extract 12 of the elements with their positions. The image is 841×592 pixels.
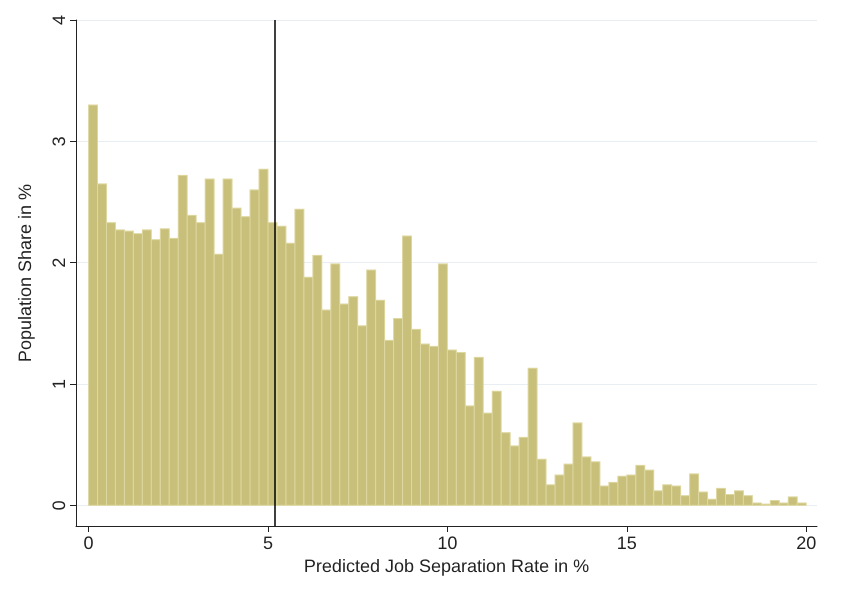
- x-tick-label: 10: [437, 533, 458, 553]
- x-tick-label: 0: [84, 533, 94, 553]
- y-axis-title: Population Share in %: [15, 184, 35, 362]
- y-tick-label: 3: [49, 136, 69, 146]
- y-tick-label: 2: [49, 258, 69, 268]
- y-tick-label: 1: [49, 379, 69, 390]
- y-tick-label: 4: [49, 14, 69, 26]
- x-tick-label: 5: [262, 533, 273, 553]
- x-axis-title: Predicted Job Separation Rate in %: [304, 556, 590, 576]
- x-tick-label: 15: [616, 533, 637, 553]
- y-tick-label: 0: [49, 500, 69, 510]
- x-tick-label: 20: [796, 533, 816, 553]
